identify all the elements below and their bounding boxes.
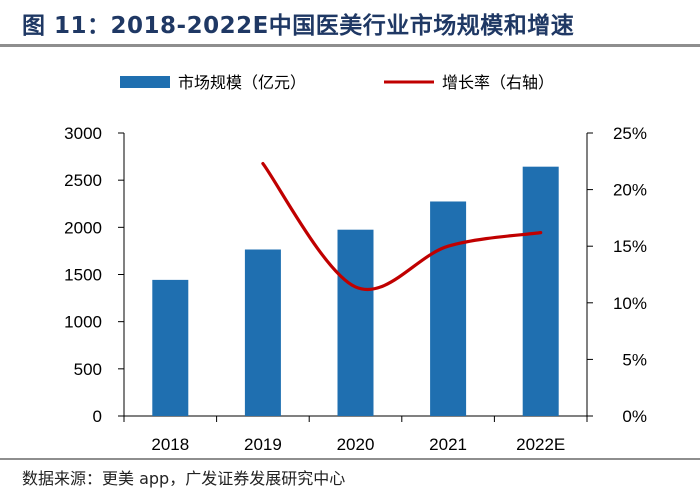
x-tick-label: 2021	[429, 435, 467, 454]
x-tick-label: 2018	[151, 435, 189, 454]
y-right-tick-label: 0%	[622, 407, 647, 426]
bar	[337, 229, 374, 416]
bar	[152, 279, 189, 416]
legend-bar-label: 市场规模（亿元）	[178, 73, 306, 92]
y-left-tick-label: 2500	[64, 171, 102, 190]
bar-series	[152, 166, 559, 416]
y-left-tick-label: 2000	[64, 218, 102, 237]
legend: 市场规模（亿元） 增长率（右轴）	[120, 73, 554, 92]
y-left-tick-label: 3000	[64, 124, 102, 143]
line-series	[261, 161, 543, 291]
x-tick-label: 2019	[244, 435, 282, 454]
bar	[244, 249, 281, 416]
legend-bar-swatch	[120, 76, 170, 88]
axes: 0 500 1000 1500 2000 2500 3000 0% 5% 10% 15% 20% 25%…	[64, 124, 647, 454]
y-left-tick-label: 0	[93, 407, 102, 426]
legend-line-label: 增长率（右轴）	[442, 73, 554, 92]
x-tick-label: 2020	[337, 435, 375, 454]
y-right-tick-label: 5%	[622, 350, 647, 369]
y-right-tick-label: 25%	[613, 124, 647, 143]
chart-title: 图 11：2018-2022E中国医美行业市场规模和增速	[22, 6, 574, 40]
growth-line	[261, 161, 543, 291]
y-right-tick-label: 20%	[613, 181, 647, 200]
figure-label: 图 11：	[22, 13, 111, 39]
y-left-tick-label: 500	[74, 360, 102, 379]
bar	[522, 166, 559, 416]
x-tick-label: 2022E	[516, 435, 565, 454]
y-left-tick-label: 1000	[64, 313, 102, 332]
chart-area: 市场规模（亿元） 增长率（右轴） 0 500 1000 1500 2000 2500 300…	[64, 73, 647, 454]
source-note: 数据来源：更美 app，广发证券发展研究中心	[22, 469, 346, 488]
y-right-tick-label: 15%	[613, 237, 647, 256]
y-right-tick-label: 10%	[613, 294, 647, 313]
y-left-tick-label: 1500	[64, 266, 102, 285]
bar	[430, 201, 467, 416]
title-divider	[0, 44, 700, 47]
footer-divider	[0, 458, 700, 460]
figure-title: 2018-2022E中国医美行业市场规模和增速	[110, 13, 575, 39]
